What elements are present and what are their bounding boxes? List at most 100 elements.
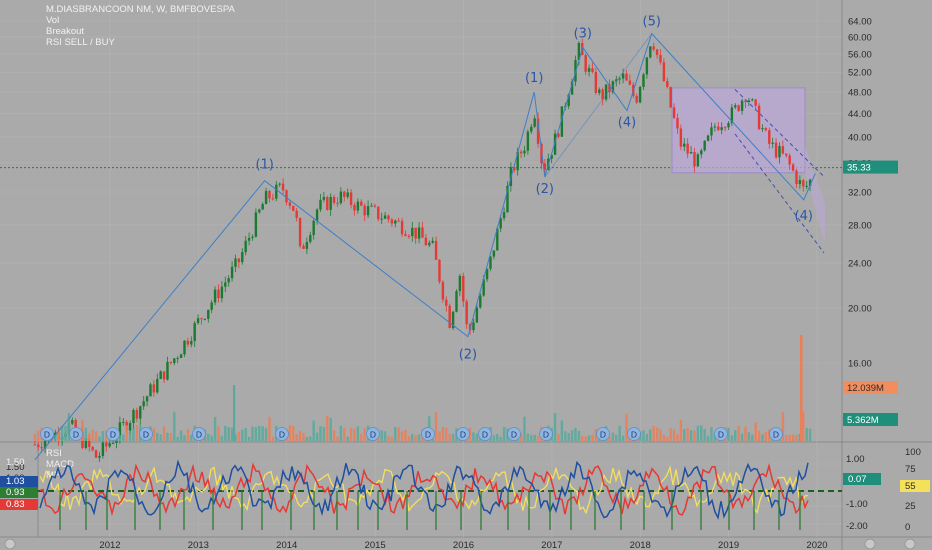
volume-bar (649, 429, 652, 441)
dividend-marker (275, 427, 289, 441)
candle-body (404, 234, 407, 236)
candle-body (370, 205, 373, 207)
volume-bar (608, 436, 611, 441)
volume-bar (523, 416, 526, 441)
candle-body (200, 318, 203, 320)
a-icon[interactable] (904, 538, 916, 550)
dividend-marker (769, 427, 783, 441)
candle-body (309, 235, 312, 242)
volume-bar (213, 417, 217, 441)
candle-body (390, 219, 394, 224)
candle-body (94, 450, 98, 458)
gear-icon[interactable] (4, 538, 16, 550)
volume-bar (587, 435, 591, 441)
volume-bar (305, 436, 309, 441)
price-tag-text: 12.039M (847, 383, 884, 394)
candle-body (336, 202, 339, 204)
candle-body (482, 279, 485, 296)
time-tick-label: 2015 (365, 540, 386, 550)
price-tick-label: 28.00 (848, 220, 872, 231)
candle-body (118, 422, 122, 439)
candle-body (717, 126, 720, 131)
volume-bar (210, 435, 213, 441)
candle-body (417, 227, 421, 239)
candle-body (577, 43, 581, 60)
candle-body (652, 46, 655, 50)
candle-body (111, 442, 115, 444)
price-tick-label: 52.00 (848, 68, 872, 79)
volume-bar (642, 430, 645, 441)
elliott-wave-label: (1) (255, 158, 273, 173)
volume-bar (81, 419, 84, 441)
dividend-marker-label: D (460, 430, 466, 440)
candle-body (179, 354, 183, 358)
candle-body (332, 197, 336, 203)
volume-bar (84, 427, 88, 441)
volume-bar (584, 436, 587, 441)
volume-bar (360, 433, 363, 441)
candle-body (781, 146, 785, 154)
candle-body (190, 341, 193, 345)
rsi-indicator-label[interactable]: RSI SELL / BUY (46, 37, 115, 48)
candle-body (683, 143, 686, 147)
candle-body (502, 212, 506, 219)
volume-bar (557, 434, 560, 441)
candle-body (764, 128, 768, 131)
volume-bar (730, 435, 734, 441)
candle-body (740, 100, 744, 111)
candle-body (84, 438, 88, 448)
elliott-wave-label: (2) (536, 182, 554, 197)
volume-bar (526, 433, 530, 441)
volume-bar (295, 434, 298, 441)
candle-body (315, 209, 319, 221)
candle-body (672, 107, 676, 118)
a-icon[interactable] (864, 538, 876, 550)
time-tick-label: 2012 (99, 540, 120, 550)
volume-bar (594, 429, 598, 441)
volume-bar (326, 415, 329, 441)
volume-bar (666, 436, 669, 441)
time-tick-label: 2018 (630, 540, 651, 550)
candle-body (91, 446, 94, 451)
candle-body (734, 105, 737, 108)
volume-bar (241, 429, 244, 441)
candle-body (278, 183, 281, 185)
price-tag (843, 160, 898, 174)
volume-bar (400, 431, 404, 441)
candle-body (754, 99, 757, 106)
dividend-marker-label: D (482, 430, 488, 440)
candle-body (693, 152, 696, 167)
volume-bar (744, 426, 747, 441)
candle-body (727, 123, 730, 128)
candle-body (492, 250, 496, 257)
volume-bar (530, 435, 533, 441)
candle-body (543, 163, 547, 170)
volume-bar (567, 433, 570, 441)
candle-body (169, 361, 173, 363)
dividend-marker-label: D (773, 430, 779, 440)
candle-body (774, 142, 778, 158)
volume-bar (387, 435, 390, 441)
candle-body (230, 266, 234, 279)
candle-body (353, 204, 356, 211)
dividend-marker (139, 427, 153, 441)
vol-indicator-label[interactable]: Vol (46, 15, 60, 26)
candle-body (261, 204, 264, 210)
value-badge (0, 487, 38, 498)
candle-body (33, 444, 37, 446)
candle-body (676, 117, 679, 129)
candle-body (611, 81, 615, 93)
volume-bar (475, 433, 479, 441)
volume-bar (434, 412, 438, 441)
candle-body (516, 151, 519, 171)
volume-bar (224, 425, 227, 441)
breakout-indicator-label[interactable]: Breakout (46, 26, 85, 37)
candle-body (689, 152, 693, 154)
volume-bar (261, 426, 264, 441)
candle-body (292, 205, 295, 211)
candle-body (536, 118, 540, 144)
volume-bar (791, 434, 795, 441)
volume-bar (156, 432, 159, 441)
candle-body (302, 245, 305, 249)
candle-body (669, 86, 672, 108)
